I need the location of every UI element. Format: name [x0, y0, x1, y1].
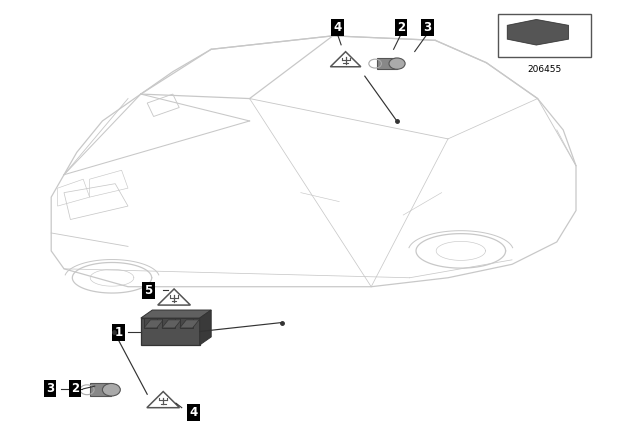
Circle shape	[102, 383, 120, 396]
Polygon shape	[141, 310, 211, 318]
Text: 5: 5	[145, 284, 152, 297]
Circle shape	[389, 58, 405, 69]
Polygon shape	[508, 20, 568, 45]
Polygon shape	[200, 310, 211, 345]
Text: 3: 3	[46, 382, 54, 396]
Text: 3: 3	[424, 21, 431, 34]
Bar	[498, 14, 591, 57]
Text: 1: 1	[115, 326, 122, 339]
Polygon shape	[180, 320, 199, 328]
Text: 2: 2	[71, 382, 79, 396]
Polygon shape	[180, 318, 193, 328]
Polygon shape	[144, 320, 163, 328]
Polygon shape	[144, 318, 157, 328]
Text: 206455: 206455	[527, 65, 561, 74]
Polygon shape	[90, 383, 111, 396]
Text: 4: 4	[333, 21, 341, 34]
Polygon shape	[162, 318, 175, 328]
Polygon shape	[508, 20, 568, 45]
Polygon shape	[162, 320, 181, 328]
Polygon shape	[141, 318, 200, 345]
Polygon shape	[378, 58, 397, 69]
Text: 2: 2	[397, 21, 405, 34]
Text: 4: 4	[189, 405, 197, 419]
